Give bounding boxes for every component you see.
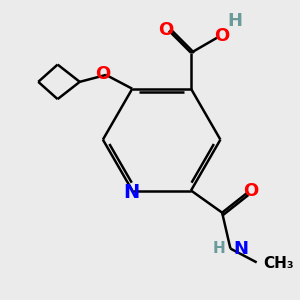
Text: H: H bbox=[227, 12, 242, 30]
Text: CH₃: CH₃ bbox=[264, 256, 294, 271]
Text: N: N bbox=[123, 183, 139, 202]
Text: O: O bbox=[244, 182, 259, 200]
Text: H: H bbox=[212, 241, 225, 256]
Text: N: N bbox=[233, 240, 248, 258]
Text: O: O bbox=[214, 27, 229, 45]
Text: O: O bbox=[158, 21, 174, 39]
Text: O: O bbox=[95, 65, 110, 83]
